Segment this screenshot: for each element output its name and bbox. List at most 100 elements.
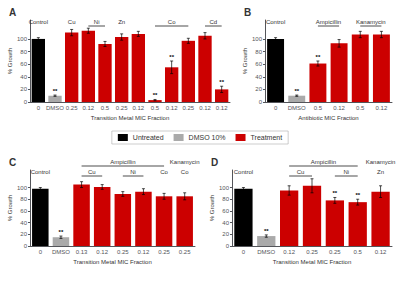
- svg-text:0.12: 0.12: [216, 105, 228, 111]
- svg-text:100: 100: [252, 36, 263, 42]
- svg-text:Ni: Ni: [130, 169, 136, 175]
- svg-text:0: 0: [274, 105, 278, 111]
- svg-text:60: 60: [255, 61, 262, 67]
- svg-text:**: **: [316, 54, 321, 60]
- svg-text:0.25: 0.25: [329, 249, 341, 255]
- svg-text:Transition Metal MIC Fraction: Transition Metal MIC Fraction: [73, 259, 151, 265]
- svg-text:0: 0: [37, 105, 41, 111]
- svg-text:20: 20: [222, 231, 229, 237]
- svg-text:Transition Metal MIC Fraction: Transition Metal MIC Fraction: [273, 259, 351, 265]
- svg-text:0.12: 0.12: [82, 105, 94, 111]
- svg-text:Treatment: Treatment: [251, 134, 283, 141]
- svg-text:0.25: 0.25: [117, 249, 129, 255]
- svg-text:Co: Co: [160, 169, 168, 175]
- svg-text:0.12: 0.12: [199, 105, 211, 111]
- svg-text:Ampicillin: Ampicillin: [110, 159, 135, 165]
- svg-text:60: 60: [20, 61, 27, 67]
- svg-text:DMSO: DMSO: [257, 249, 275, 255]
- svg-text:Control: Control: [266, 19, 285, 25]
- svg-text:0.12: 0.12: [138, 249, 150, 255]
- svg-text:40: 40: [222, 220, 229, 226]
- svg-text:0: 0: [259, 99, 263, 105]
- svg-text:Control: Control: [234, 169, 253, 175]
- svg-text:0.25: 0.25: [306, 249, 318, 255]
- svg-text:0.25: 0.25: [116, 105, 128, 111]
- svg-text:DMSO: DMSO: [52, 249, 70, 255]
- svg-text:% Growth: % Growth: [209, 195, 215, 221]
- svg-text:100: 100: [219, 185, 230, 191]
- svg-text:0.5: 0.5: [101, 105, 110, 111]
- svg-text:Zn: Zn: [377, 169, 384, 175]
- svg-text:0.25: 0.25: [158, 249, 170, 255]
- svg-text:Ni: Ni: [94, 19, 100, 25]
- svg-text:Cu: Cu: [297, 169, 305, 175]
- svg-text:0: 0: [226, 243, 230, 249]
- svg-text:A: A: [9, 7, 16, 18]
- svg-text:60: 60: [222, 208, 229, 214]
- svg-text:100: 100: [17, 36, 28, 42]
- svg-text:Control: Control: [29, 19, 48, 25]
- svg-text:80: 80: [20, 49, 27, 55]
- svg-text:DMSO 10%: DMSO 10%: [189, 134, 226, 141]
- svg-text:**: **: [219, 79, 224, 85]
- svg-text:0.25: 0.25: [182, 105, 194, 111]
- svg-text:Ni: Ni: [343, 169, 349, 175]
- svg-text:C: C: [9, 157, 16, 168]
- svg-text:Untreated: Untreated: [133, 134, 164, 141]
- svg-text:**: **: [169, 54, 174, 60]
- svg-text:Zn: Zn: [118, 19, 125, 25]
- svg-text:Kanamycin: Kanamycin: [366, 159, 396, 165]
- svg-text:0.5: 0.5: [314, 105, 323, 111]
- svg-text:Kanamycin: Kanamycin: [356, 19, 386, 25]
- svg-text:80: 80: [20, 196, 27, 202]
- svg-text:**: **: [53, 88, 58, 94]
- svg-text:20: 20: [20, 86, 27, 92]
- svg-text:D: D: [211, 157, 218, 168]
- svg-text:**: **: [264, 228, 269, 234]
- svg-text:0.12: 0.12: [166, 105, 178, 111]
- svg-text:DMSO: DMSO: [288, 105, 306, 111]
- svg-text:0: 0: [24, 243, 28, 249]
- svg-text:80: 80: [222, 196, 229, 202]
- svg-text:**: **: [294, 88, 299, 94]
- svg-text:20: 20: [20, 231, 27, 237]
- svg-text:% Growth: % Growth: [7, 48, 13, 74]
- svg-text:Control: Control: [31, 169, 50, 175]
- svg-text:40: 40: [20, 220, 27, 226]
- svg-text:40: 40: [255, 74, 262, 80]
- svg-text:Kanamycin: Kanamycin: [170, 159, 200, 165]
- svg-text:Ampicillin: Ampicillin: [311, 159, 336, 165]
- svg-text:Antibiotic MIC Fraction: Antibiotic MIC Fraction: [298, 115, 358, 121]
- svg-text:Cd: Cd: [209, 19, 217, 25]
- svg-text:Ampicillin: Ampicillin: [316, 19, 341, 25]
- svg-text:% Growth: % Growth: [7, 195, 13, 221]
- svg-text:0: 0: [24, 99, 28, 105]
- svg-text:Cu: Cu: [68, 19, 76, 25]
- svg-text:60: 60: [20, 208, 27, 214]
- svg-text:0.12: 0.12: [375, 249, 387, 255]
- svg-text:**: **: [153, 92, 158, 98]
- svg-text:% Growth: % Growth: [242, 48, 248, 74]
- svg-text:Transition Metal MIC Fraction: Transition Metal MIC Fraction: [91, 115, 169, 121]
- svg-text:0.25: 0.25: [66, 105, 78, 111]
- svg-text:80: 80: [255, 49, 262, 55]
- svg-text:**: **: [355, 192, 360, 198]
- svg-text:0.13: 0.13: [76, 249, 88, 255]
- svg-text:0.12: 0.12: [376, 105, 388, 111]
- svg-text:B: B: [244, 7, 251, 18]
- svg-text:40: 40: [20, 74, 27, 80]
- svg-text:0.12: 0.12: [96, 249, 108, 255]
- svg-text:0.12: 0.12: [283, 249, 295, 255]
- svg-text:0: 0: [39, 249, 43, 255]
- svg-text:DMSO: DMSO: [46, 105, 64, 111]
- svg-text:0.5: 0.5: [151, 105, 160, 111]
- svg-text:Co: Co: [181, 169, 189, 175]
- svg-text:0.12: 0.12: [132, 105, 144, 111]
- svg-text:100: 100: [17, 185, 28, 191]
- svg-text:**: **: [59, 229, 64, 235]
- svg-text:0.25: 0.25: [179, 249, 191, 255]
- svg-text:0.12: 0.12: [333, 105, 345, 111]
- svg-text:Co: Co: [168, 19, 176, 25]
- svg-text:0: 0: [242, 249, 246, 255]
- svg-text:0.5: 0.5: [356, 105, 365, 111]
